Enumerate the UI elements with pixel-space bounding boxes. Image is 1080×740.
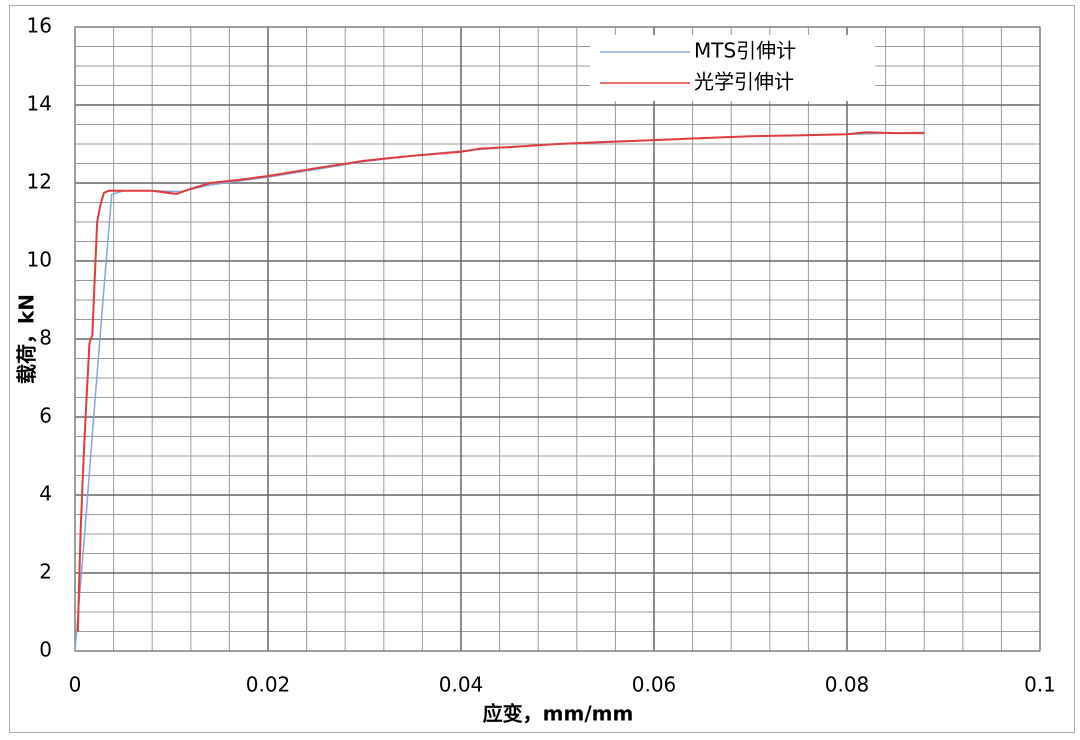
frame: [9, 5, 1075, 733]
legend-label: MTS引伸计: [694, 39, 796, 63]
y-axis-label: 载荷，kN: [15, 294, 39, 384]
x-axis-label: 应变，mm/mm: [483, 702, 634, 726]
x-tick-label: 0.02: [246, 673, 291, 697]
y-tick-label: 2: [39, 560, 52, 584]
x-tick-label: 0.1: [1024, 673, 1056, 697]
legend-box: [590, 35, 875, 101]
y-tick-label: 14: [27, 92, 52, 116]
plot-area: [74, 26, 1041, 652]
x-tick-label: 0.06: [632, 673, 677, 697]
legend-label: 光学引伸计: [694, 70, 794, 94]
y-tick-label: 16: [27, 14, 52, 38]
y-tick-label: 6: [39, 404, 52, 428]
y-tick-label: 8: [39, 326, 52, 350]
x-tick-label: 0.08: [825, 673, 870, 697]
y-tick-label: 10: [27, 248, 52, 272]
series-line: [76, 131, 925, 632]
y-tick-label: 4: [39, 482, 52, 506]
x-tick-label: 0.04: [439, 673, 484, 697]
y-tick-label: 0: [39, 638, 52, 662]
x-tick-label: 0: [69, 673, 82, 697]
y-tick-label: 12: [27, 170, 52, 194]
